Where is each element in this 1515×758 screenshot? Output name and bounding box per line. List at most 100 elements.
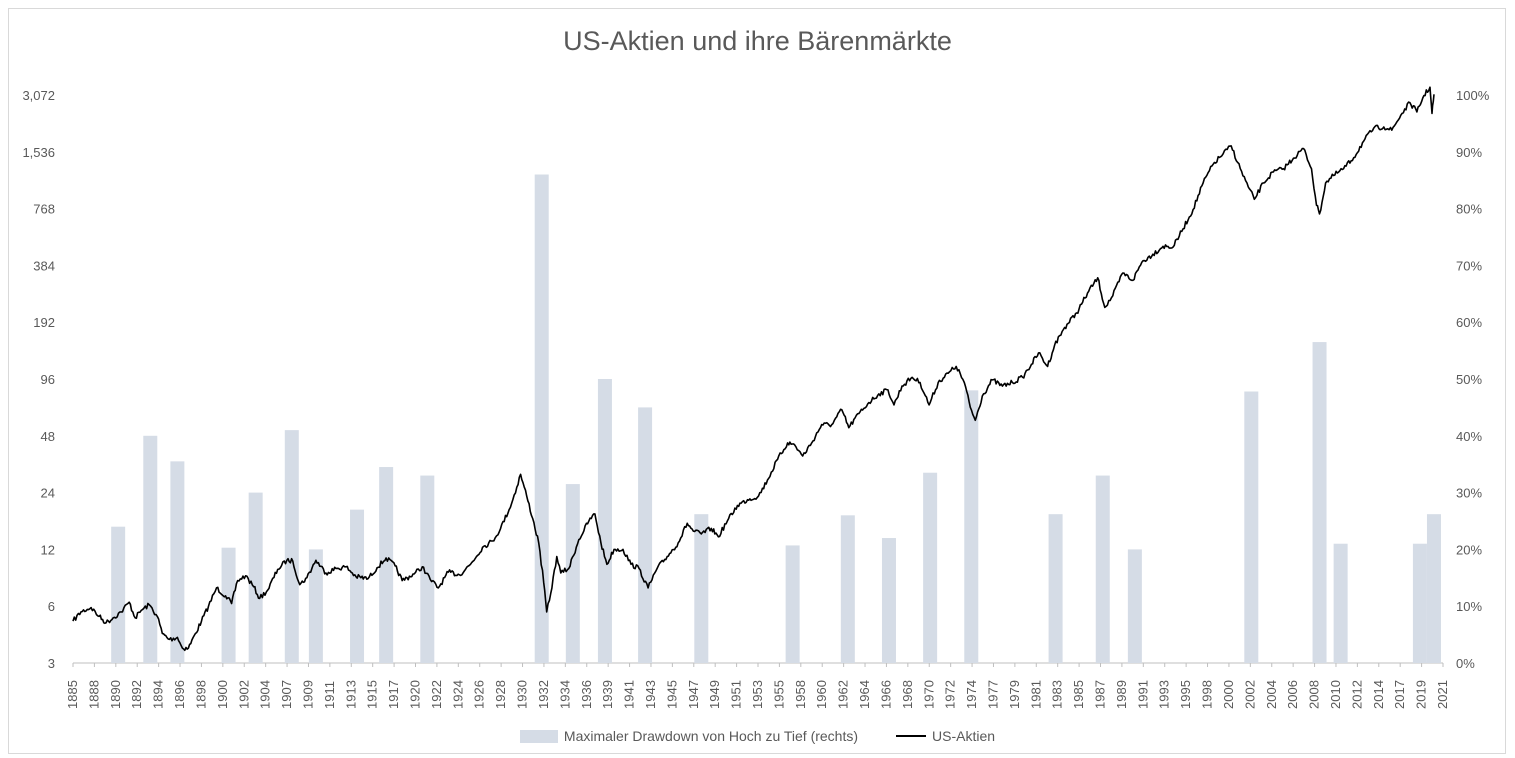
legend-label-drawdown: Maximaler Drawdown von Hoch zu Tief (rec… bbox=[563, 728, 859, 744]
legend-swatch-line bbox=[896, 735, 927, 737]
x-tick-label: 1902 bbox=[236, 680, 251, 709]
chart-legend: Maximaler Drawdown von Hoch zu Tief (rec… bbox=[0, 728, 1515, 744]
x-tick-label: 1989 bbox=[1114, 680, 1129, 709]
drawdown-bar bbox=[565, 484, 580, 663]
x-tick-label: 2017 bbox=[1392, 680, 1407, 709]
drawdown-bar bbox=[221, 547, 236, 663]
y-right-tick-label: 30% bbox=[1456, 486, 1482, 501]
y-right-tick-label: 10% bbox=[1456, 599, 1482, 614]
drawdown-bar bbox=[111, 526, 126, 663]
x-tick-label: 1987 bbox=[1093, 680, 1108, 709]
x-tick-label: 1951 bbox=[729, 680, 744, 709]
drawdown-bar bbox=[308, 549, 323, 663]
drawdown-bar bbox=[1048, 514, 1063, 663]
x-tick-label: 1941 bbox=[622, 680, 637, 709]
drawdown-bar bbox=[284, 430, 299, 663]
x-tick-label: 2019 bbox=[1414, 680, 1429, 709]
drawdown-bar bbox=[350, 509, 365, 663]
drawdown-bar bbox=[534, 174, 549, 663]
drawdown-bar bbox=[379, 467, 394, 663]
y-right-tick-label: 40% bbox=[1456, 429, 1482, 444]
y-right-tick-label: 90% bbox=[1456, 145, 1482, 160]
drawdown-bar bbox=[597, 379, 612, 663]
x-tick-label: 1909 bbox=[300, 680, 315, 709]
x-tick-label: 1993 bbox=[1157, 680, 1172, 709]
drawdown-bar bbox=[143, 435, 158, 663]
y-left-tick-label: 48 bbox=[41, 429, 55, 444]
y-right-tick-label: 60% bbox=[1456, 315, 1482, 330]
drawdown-bar bbox=[1095, 475, 1110, 663]
y-left-tick-label: 3,072 bbox=[22, 88, 55, 103]
x-tick-label: 1932 bbox=[536, 680, 551, 709]
x-tick-label: 1926 bbox=[472, 680, 487, 709]
drawdown-bar bbox=[694, 514, 709, 663]
x-tick-label: 1939 bbox=[600, 680, 615, 709]
x-tick-label: 2021 bbox=[1435, 680, 1450, 709]
drawdown-bar bbox=[785, 545, 800, 663]
y-right-tick-label: 0% bbox=[1456, 656, 1475, 671]
x-tick-label: 1920 bbox=[408, 680, 423, 709]
x-tick-label: 1962 bbox=[836, 680, 851, 709]
x-tick-label: 1998 bbox=[1200, 680, 1215, 709]
x-tick-label: 1888 bbox=[86, 680, 101, 709]
y-left-tick-label: 3 bbox=[48, 656, 55, 671]
x-tick-label: 1885 bbox=[65, 680, 80, 709]
x-tick-label: 1979 bbox=[1007, 680, 1022, 709]
x-tick-label: 1934 bbox=[557, 680, 572, 709]
x-tick-label: 1991 bbox=[1135, 680, 1150, 709]
x-tick-label: 1970 bbox=[921, 680, 936, 709]
x-tick-label: 2002 bbox=[1242, 680, 1257, 709]
x-tick-label: 1917 bbox=[386, 680, 401, 709]
x-tick-label: 1968 bbox=[900, 680, 915, 709]
y-left-tick-label: 24 bbox=[41, 486, 55, 501]
drawdown-bar bbox=[1312, 342, 1327, 663]
x-tick-label: 1924 bbox=[450, 680, 465, 709]
y-left-tick-label: 96 bbox=[41, 372, 55, 387]
us-aktien-line bbox=[72, 86, 1435, 652]
x-tick-label: 1907 bbox=[279, 680, 294, 709]
x-tick-label: 1890 bbox=[108, 680, 123, 709]
drawdown-bar bbox=[638, 407, 653, 663]
y-left-tick-label: 384 bbox=[33, 258, 55, 273]
drawdown-bar bbox=[840, 515, 855, 663]
chart-title: US-Aktien und ihre Bärenmärkte bbox=[563, 26, 952, 56]
x-tick-label: 1928 bbox=[493, 680, 508, 709]
drawdown-bar bbox=[1426, 514, 1441, 663]
y-left-tick-label: 6 bbox=[48, 599, 55, 614]
legend-label-us-aktien: US-Aktien bbox=[932, 728, 996, 744]
x-tick-label: 1985 bbox=[1071, 680, 1086, 709]
x-tick-label: 2010 bbox=[1328, 680, 1343, 709]
drawdown-bar bbox=[1244, 391, 1259, 663]
x-tick-label: 2004 bbox=[1264, 680, 1279, 709]
legend-item-drawdown: Maximaler Drawdown von Hoch zu Tief (rec… bbox=[519, 728, 859, 744]
x-tick-label: 1995 bbox=[1178, 680, 1193, 709]
drawdown-bar bbox=[170, 461, 185, 663]
drawdown-bar bbox=[881, 538, 896, 663]
x-tick-label: 2012 bbox=[1349, 680, 1364, 709]
x-tick-label: 1936 bbox=[579, 680, 594, 709]
x-tick-label: 1960 bbox=[814, 680, 829, 709]
drawdown-bar bbox=[923, 472, 938, 663]
x-tick-label: 1930 bbox=[515, 680, 530, 709]
y-right-tick-label: 70% bbox=[1456, 258, 1482, 273]
x-tick-label: 1955 bbox=[771, 680, 786, 709]
y-left-tick-label: 192 bbox=[33, 315, 55, 330]
x-tick-label: 2008 bbox=[1307, 680, 1322, 709]
y-right-tick-label: 20% bbox=[1456, 542, 1482, 557]
y-right-tick-label: 100% bbox=[1456, 88, 1490, 103]
x-tick-label: 1892 bbox=[129, 680, 144, 709]
y-left-tick-label: 1,536 bbox=[22, 145, 55, 160]
y-left-tick-label: 12 bbox=[41, 542, 55, 557]
x-tick-label: 1977 bbox=[985, 680, 1000, 709]
x-tick-label: 1911 bbox=[322, 681, 337, 709]
drawdown-bar bbox=[248, 492, 263, 663]
x-tick-label: 1913 bbox=[343, 680, 358, 709]
x-tick-label: 1966 bbox=[878, 680, 893, 709]
x-tick-label: 1964 bbox=[857, 680, 872, 709]
drawdown-bar bbox=[420, 475, 435, 663]
drawdown-bar bbox=[1412, 543, 1427, 663]
x-tick-label: 2000 bbox=[1221, 680, 1236, 709]
x-tick-label: 1900 bbox=[215, 680, 230, 709]
x-tick-label: 1896 bbox=[172, 680, 187, 709]
